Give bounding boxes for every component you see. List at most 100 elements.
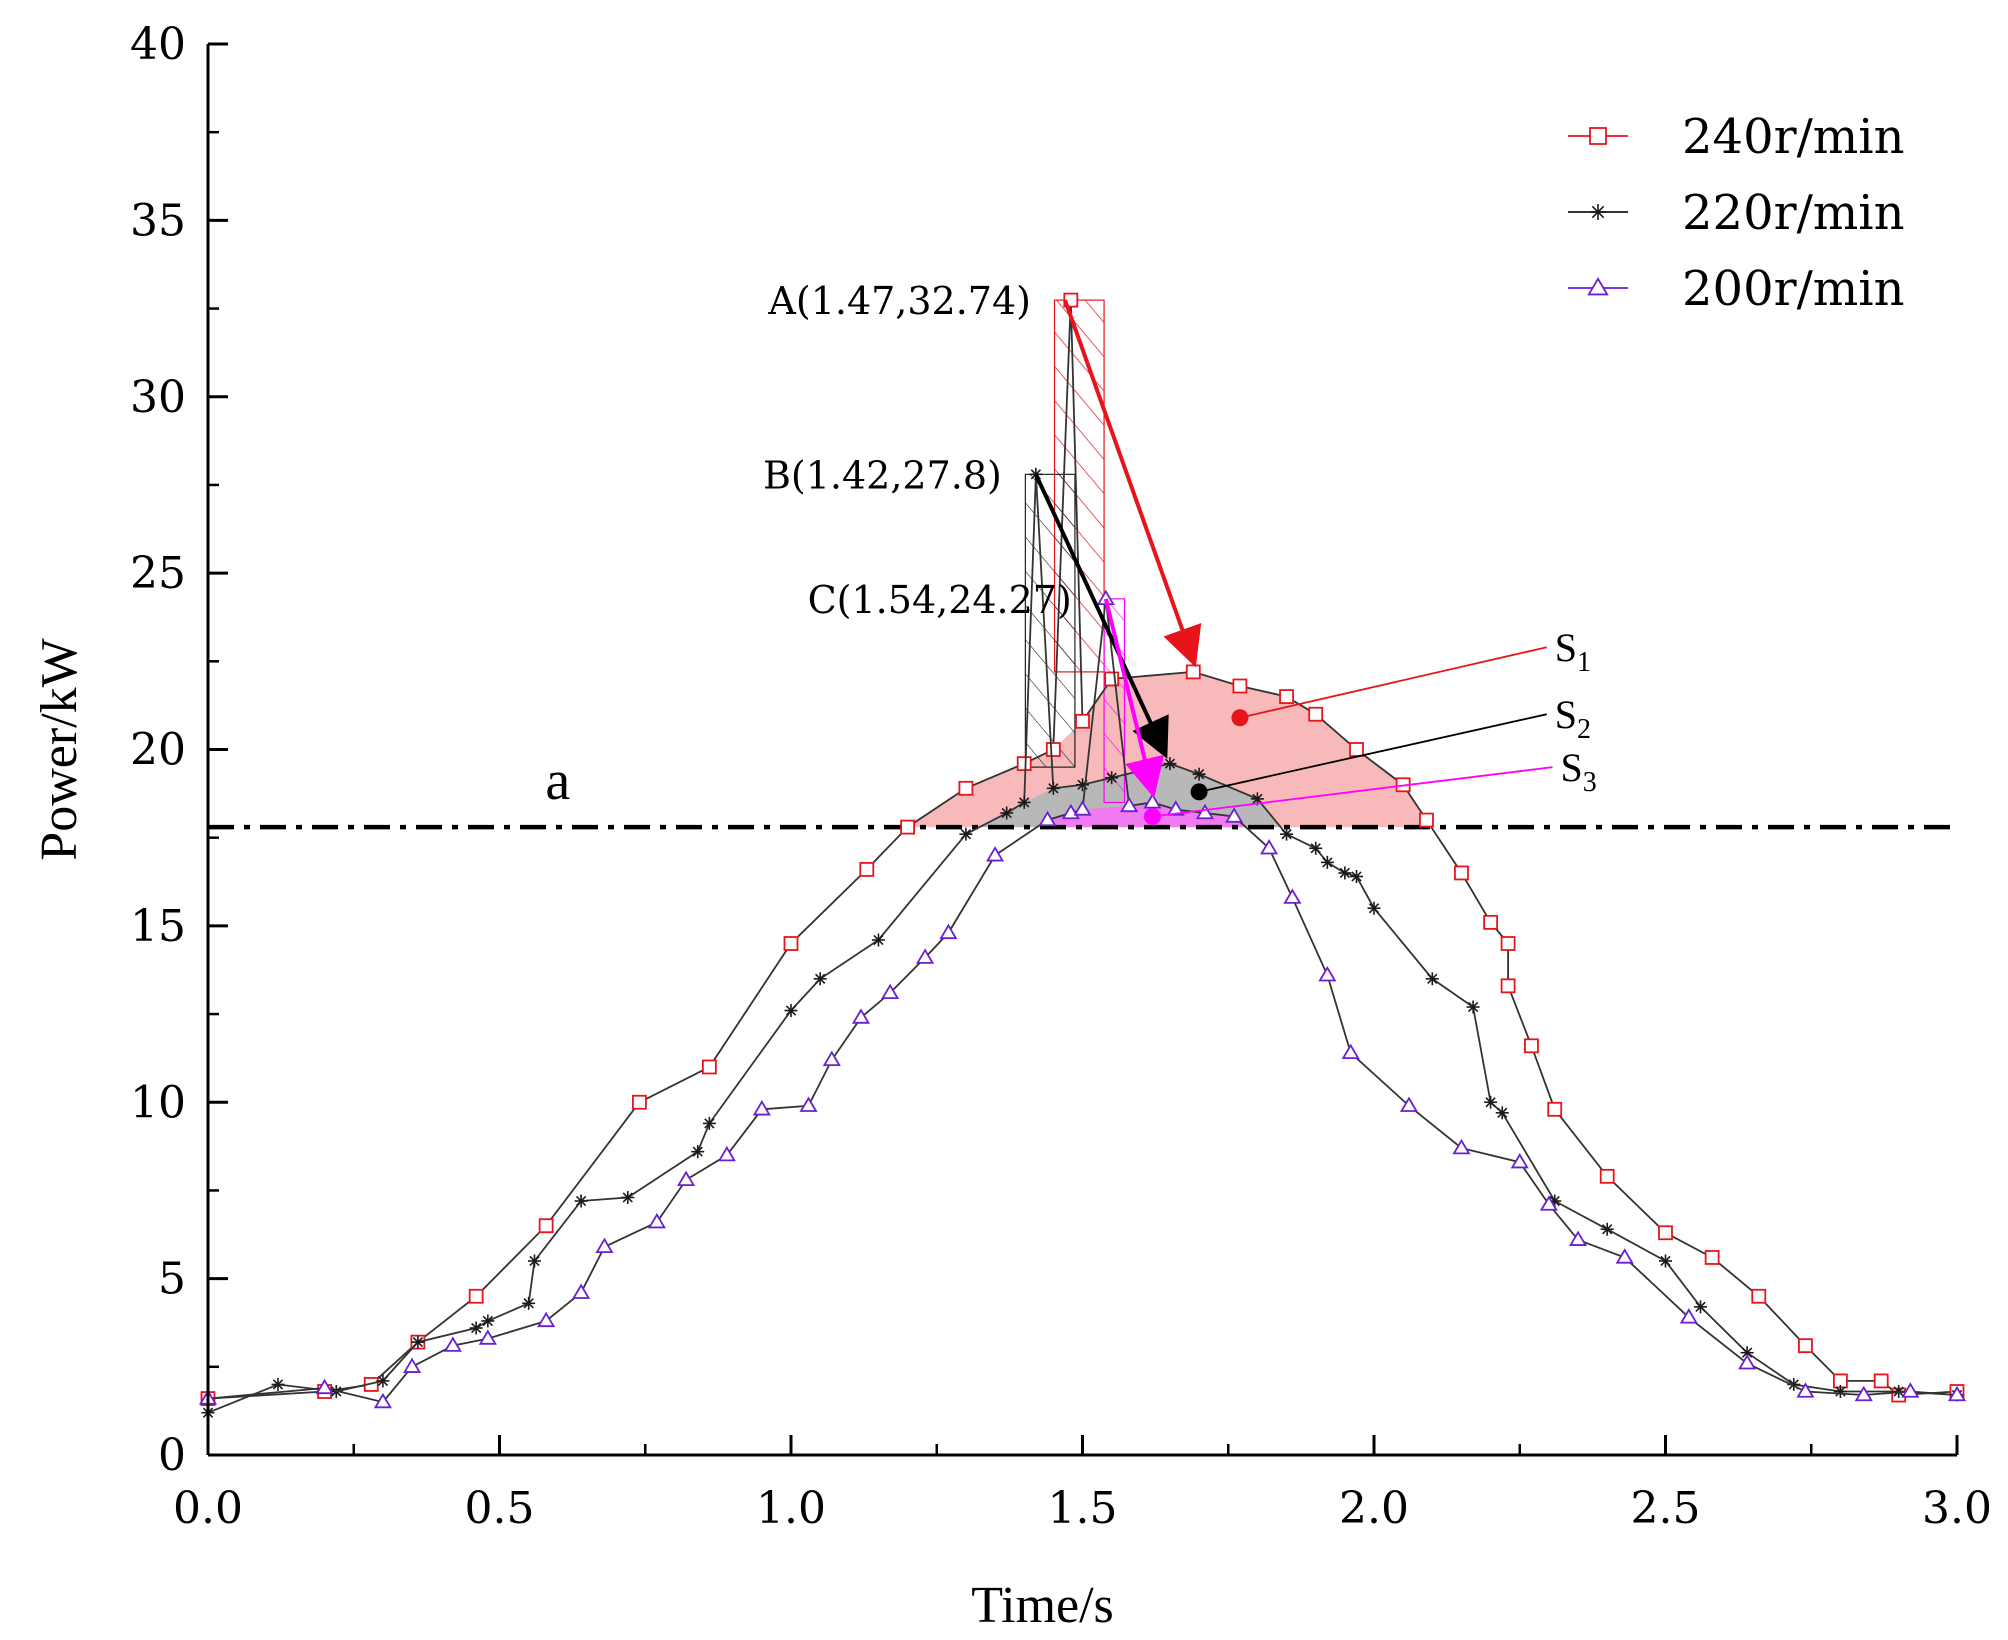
series-2-point (1600, 1222, 1614, 1236)
series-2-point (1693, 1300, 1707, 1314)
series-2-point (1192, 767, 1206, 781)
series-2-point (1076, 778, 1089, 792)
series-3-point (315, 1378, 334, 1395)
series-3-point (1452, 1138, 1471, 1155)
annotation-arrows (1034, 299, 1202, 799)
y-tick-label: 5 (158, 1254, 186, 1305)
series-3 (198, 589, 1967, 1409)
series-2-point (1484, 1095, 1498, 1109)
annotation-label-c: C(1.54,24.27) (808, 578, 1072, 622)
series-2-point (376, 1374, 390, 1388)
y-tick-label: 15 (130, 901, 186, 952)
series-2-point (1000, 806, 1014, 820)
series-3-point (752, 1100, 771, 1116)
series-2-point (621, 1190, 635, 1204)
arrow-a (1063, 299, 1202, 668)
series-2-point (1163, 757, 1177, 771)
threshold-line-group: a (208, 750, 1957, 830)
legend-label: 220r/min (1682, 185, 1905, 241)
series-3-point (373, 1392, 392, 1409)
region-label-s1: S1 (1555, 625, 1591, 678)
series-3-point (1143, 793, 1162, 809)
legend-entry-2: 220r/min (1568, 185, 1905, 241)
x-tick-label: 1.5 (1048, 1483, 1118, 1534)
series-1-point (468, 1288, 484, 1304)
series-2-point (1833, 1385, 1847, 1399)
series-3-point (1225, 807, 1244, 823)
series-1-point (1185, 664, 1201, 680)
series-1-point (632, 1094, 647, 1110)
series-1-point (1599, 1168, 1615, 1184)
series-2-point (574, 1194, 588, 1208)
series-3-point (717, 1145, 736, 1162)
series-2-point (871, 933, 885, 947)
legend-entry-1: 240r/min (1568, 109, 1905, 165)
region-dot-s1 (1231, 709, 1249, 727)
series-2-point (1309, 841, 1323, 855)
annotation-label-b: B(1.42,27.8) (763, 453, 1002, 497)
series-1-point (958, 780, 974, 796)
region-s1-fill (907, 671, 1432, 828)
y-axis-title: Power/kW (31, 638, 88, 860)
series-2-point (1017, 795, 1031, 809)
series-3-point (799, 1096, 818, 1112)
series-3-point (1399, 1096, 1419, 1112)
series-2-point (1105, 771, 1119, 785)
series-1-point (701, 1059, 717, 1075)
series-3-point (881, 983, 900, 1000)
series-1-point (1279, 689, 1294, 704)
series-1-point (1045, 742, 1061, 757)
series-1-point (1873, 1373, 1889, 1389)
region-label-s2: S2 (1555, 692, 1591, 745)
series-2-point (959, 827, 973, 841)
series-3-point (1318, 966, 1337, 982)
series-3-point (851, 1008, 871, 1024)
arrow-b (1034, 473, 1169, 759)
series-3-point (1341, 1043, 1360, 1059)
y-tick-label: 10 (130, 1077, 186, 1128)
series-2-point (702, 1116, 716, 1130)
series-2-point (1350, 869, 1364, 883)
series-2-point (1280, 827, 1294, 841)
series-3-point (1901, 1382, 1920, 1398)
series-1-point (1454, 865, 1469, 881)
y-tick-label: 35 (130, 195, 186, 246)
x-tick-label: 2.0 (1339, 1483, 1409, 1534)
series-2-point (271, 1377, 285, 1391)
series-3-point (1615, 1248, 1634, 1264)
series-1-point (1500, 936, 1516, 951)
region-dot-s3 (1143, 808, 1161, 826)
region-s3-fill (1037, 802, 1246, 828)
series-1-point (1500, 978, 1516, 994)
series-1-point (1798, 1338, 1813, 1354)
y-tick-label: 0 (158, 1430, 186, 1481)
series-1-point (1524, 1038, 1539, 1054)
axes: 0 5 10 15 20 25 30 35 40 0.0 0.5 1.0 1.5 2.0 2.5 3.0 Tim… (31, 19, 1992, 1634)
series-3-point (1195, 803, 1214, 820)
series-3-point (1510, 1152, 1529, 1169)
threshold-label: a (545, 750, 570, 812)
series-2-point (469, 1321, 483, 1335)
series-2-point (1338, 866, 1352, 880)
series-3-point (1947, 1385, 1967, 1402)
series-1-point (859, 862, 875, 877)
legend-label: 200r/min (1682, 261, 1905, 317)
series-3-point (537, 1311, 556, 1328)
series-3-point (403, 1357, 422, 1373)
x-tick-label: 2.5 (1631, 1483, 1701, 1534)
series-3-point (1679, 1308, 1698, 1324)
leader-line-s1 (1239, 646, 1547, 719)
series-1-point (783, 936, 799, 951)
series-2-point (1250, 792, 1264, 806)
region-dot-s2 (1190, 783, 1208, 801)
series-2-point (813, 972, 827, 986)
series-1-point (1751, 1288, 1767, 1304)
legend-marker-asterisk (1590, 204, 1606, 220)
legend-marker-square (1589, 127, 1607, 145)
y-tick-label: 40 (130, 19, 186, 70)
series-2-point (527, 1254, 541, 1268)
series-3-point (1166, 800, 1185, 816)
